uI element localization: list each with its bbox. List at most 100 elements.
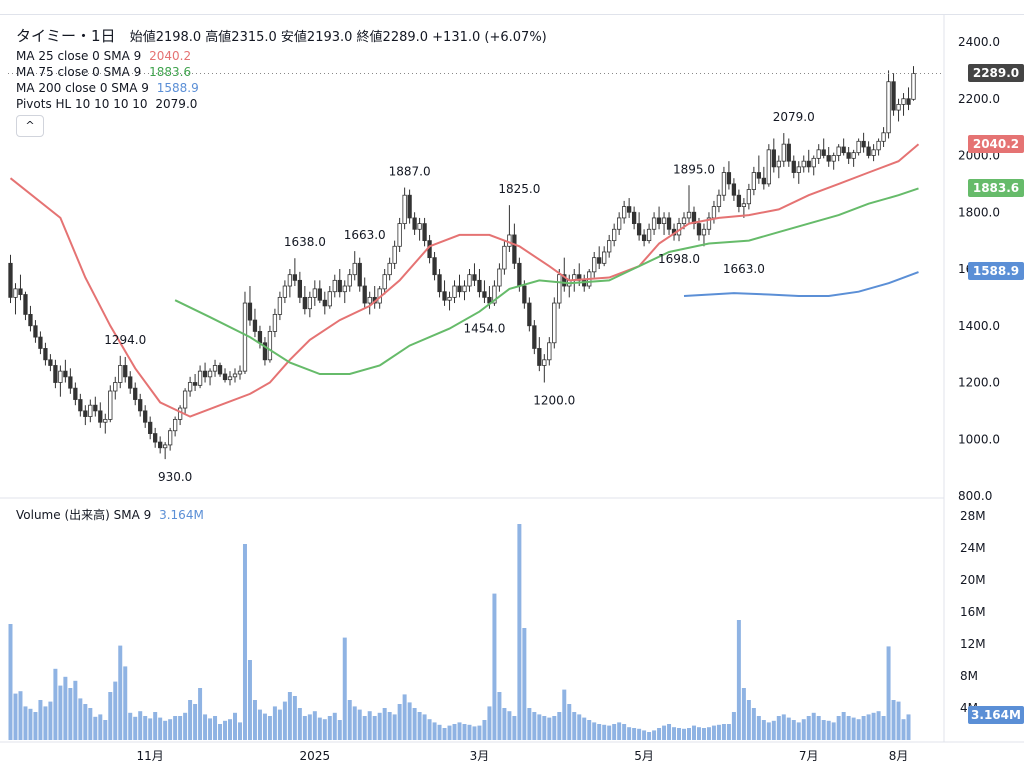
volume-bar: [741, 688, 746, 740]
price-tick-label: 800.0: [958, 489, 992, 503]
legend-ma25-label: MA 25 close 0 SMA 9: [16, 49, 142, 63]
volume-bar: [437, 724, 442, 740]
price-tick-label: 1800.0: [958, 205, 1000, 219]
volume-bar: [103, 720, 108, 740]
candle-body: [242, 302, 248, 372]
volume-bar: [482, 720, 487, 740]
candle-body: [43, 348, 48, 361]
volume-bar: [891, 700, 896, 740]
pivot-label: 1698.0: [658, 252, 700, 266]
candle-body: [532, 325, 537, 349]
volume-bar: [237, 722, 242, 740]
legend-ma75-label: MA 75 close 0 SMA 9: [16, 65, 142, 79]
candle-body: [447, 296, 452, 301]
volume-bar: [377, 712, 382, 740]
candle-body: [552, 302, 557, 344]
legend-volume[interactable]: Volume (出来高) SMA 9 3.164M: [16, 507, 208, 523]
candle-body: [796, 166, 801, 173]
volume-bar: [63, 676, 68, 740]
volume-bar: [113, 681, 118, 740]
volume-bar: [362, 716, 367, 740]
volume-bar: [342, 637, 347, 740]
legend-ma200[interactable]: MA 200 close 0 SMA 9 1588.9: [16, 80, 203, 96]
volume-bar: [622, 724, 627, 740]
candle-body: [696, 223, 702, 236]
candle-body: [63, 370, 68, 378]
candle-body: [262, 342, 268, 361]
collapse-legend-button[interactable]: ^: [16, 115, 44, 137]
candle-body: [517, 262, 522, 287]
volume-bar: [357, 709, 362, 740]
volume-bar: [502, 708, 507, 740]
volume-bar: [337, 720, 342, 740]
volume-bar: [612, 724, 617, 740]
volume-bar: [771, 720, 776, 740]
volume-bar: [467, 724, 472, 740]
candle-body: [58, 370, 63, 383]
candle-body: [292, 274, 298, 281]
volume-bar: [13, 693, 18, 740]
volume-bar: [332, 712, 337, 740]
candle-body: [602, 251, 607, 264]
volume-bar: [198, 688, 203, 740]
volume-bar: [562, 689, 567, 740]
candle-body: [716, 194, 722, 207]
volume-bar: [492, 593, 497, 740]
candle-body: [158, 441, 163, 449]
volume-bar: [462, 724, 467, 740]
volume-bar: [372, 716, 377, 740]
candle-body: [387, 262, 392, 276]
volume-bar: [597, 724, 602, 740]
candle-body: [831, 155, 836, 162]
volume-bar: [537, 714, 542, 740]
candle-body: [612, 228, 617, 242]
candle-body: [646, 228, 652, 242]
candle-body: [98, 410, 103, 423]
volume-bar: [93, 716, 98, 740]
candle-body: [781, 143, 786, 162]
candle-body: [212, 365, 218, 372]
legend-ma25[interactable]: MA 25 close 0 SMA 9 2040.2: [16, 48, 195, 64]
candle-body: [172, 418, 178, 432]
symbol-title[interactable]: タイミー・1日: [16, 27, 116, 45]
volume-bar: [68, 688, 73, 740]
pivot-label: 2079.0: [773, 110, 815, 124]
volume-bar: [392, 714, 397, 740]
candle-body: [128, 376, 133, 389]
price-tick-label: 1200.0: [958, 376, 1000, 390]
volume-bar: [627, 727, 632, 740]
candle-body: [701, 228, 707, 236]
ohlc-readout: 始値2198.0 高値2315.0 安値2193.0 終値2289.0 +131…: [129, 30, 547, 45]
candle-body: [876, 140, 881, 151]
candle-body: [267, 331, 273, 361]
volume-bar: [188, 700, 193, 740]
candle-body: [322, 299, 327, 307]
volume-bar: [871, 712, 876, 740]
legend-ma75[interactable]: MA 75 close 0 SMA 9 1883.6: [16, 64, 195, 80]
volume-bar: [282, 701, 287, 740]
volume-bar: [138, 711, 143, 740]
candle-body: [217, 365, 223, 375]
volume-bar: [497, 692, 502, 740]
volume-bar: [542, 716, 547, 740]
price-tick-label: 1000.0: [958, 432, 1000, 446]
candle-body: [307, 296, 312, 310]
pivot-label: 1895.0: [673, 162, 715, 176]
volume-bar: [442, 728, 447, 740]
volume-bar: [98, 714, 103, 740]
candle-body: [48, 359, 53, 366]
volume-bar: [886, 646, 891, 740]
candle-body: [661, 217, 667, 225]
volume-bar: [831, 722, 836, 740]
volume-bar: [721, 724, 726, 740]
volume-bar: [183, 712, 188, 740]
candle-body: [297, 279, 303, 298]
candle-body: [886, 81, 891, 134]
candle-body: [417, 223, 422, 230]
candle-body: [557, 274, 562, 304]
volume-bar: [153, 712, 158, 740]
legend-pivots[interactable]: Pivots HL 10 10 10 10 2079.0: [16, 96, 201, 112]
time-tick-label: 8月: [889, 749, 909, 763]
volume-bar: [218, 724, 223, 740]
